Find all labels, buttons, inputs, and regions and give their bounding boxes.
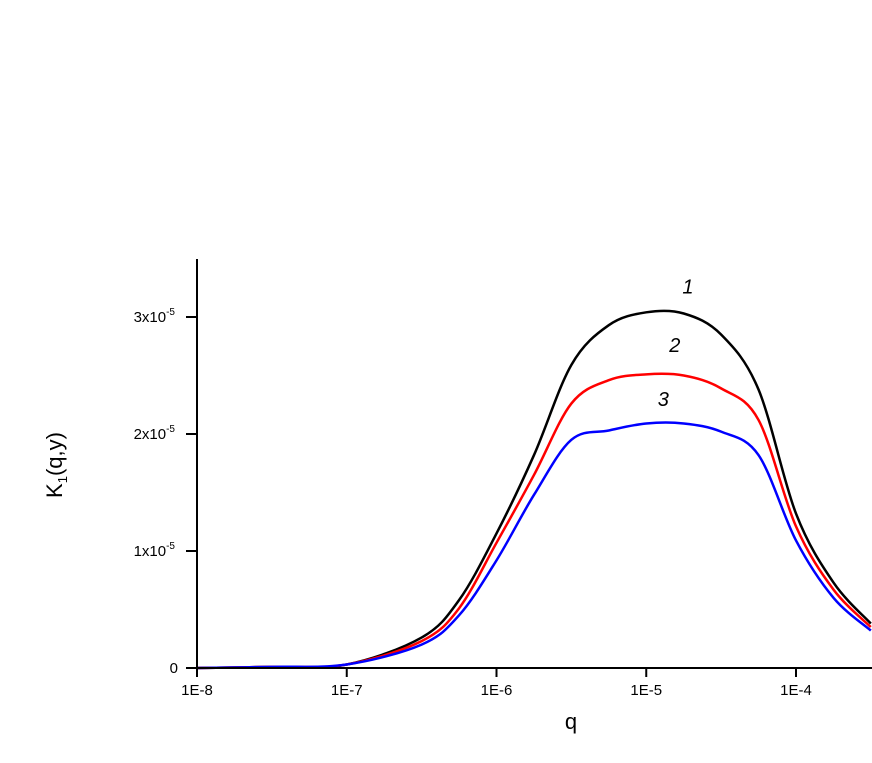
y-tick-mantissa: 2x10 bbox=[134, 426, 167, 443]
x-axis-label: q bbox=[565, 709, 577, 734]
curve-label-1: 1 bbox=[682, 277, 693, 299]
x-tick-label: 1E-5 bbox=[630, 682, 662, 699]
series-line-3 bbox=[196, 421, 872, 670]
x-tick-label: 1E-6 bbox=[481, 682, 513, 699]
x-tick-label: 1E-7 bbox=[331, 682, 363, 699]
x-ticks: 1E-8 1E-7 1E-6 1E-5 1E-4 bbox=[181, 668, 812, 699]
y-tick-mantissa: 3x10 bbox=[134, 309, 167, 326]
series-line-2 bbox=[196, 372, 872, 670]
curve-label-2: 2 bbox=[668, 335, 680, 357]
x-tick-label: 1E-8 bbox=[181, 682, 213, 699]
y-tick-label: 3x10-5 bbox=[134, 307, 176, 326]
x-tick-label: 1E-4 bbox=[780, 682, 812, 699]
series-line-1 bbox=[196, 309, 872, 670]
y-axis-label: K1(q,y) bbox=[42, 432, 70, 498]
y-tick-exponent: -5 bbox=[166, 541, 175, 552]
y-tick-exponent: -5 bbox=[166, 307, 175, 318]
y-tick-mantissa: 0 bbox=[170, 660, 178, 677]
y-tick-label: 1x10-5 bbox=[134, 541, 176, 560]
y-tick-mantissa: 1x10 bbox=[134, 543, 167, 560]
curve-labels: 1 2 3 bbox=[658, 277, 694, 411]
y-axis-label-subscript: 1 bbox=[55, 476, 70, 483]
y-axis-label-main: K bbox=[42, 483, 67, 498]
y-tick-exponent: -5 bbox=[166, 424, 175, 435]
y-axis-label-rest: (q,y) bbox=[42, 432, 67, 476]
curve-label-3: 3 bbox=[658, 389, 669, 411]
curves bbox=[196, 309, 872, 670]
y-tick-label: 2x10-5 bbox=[134, 424, 176, 443]
y-tick-label: 0 bbox=[170, 660, 178, 677]
